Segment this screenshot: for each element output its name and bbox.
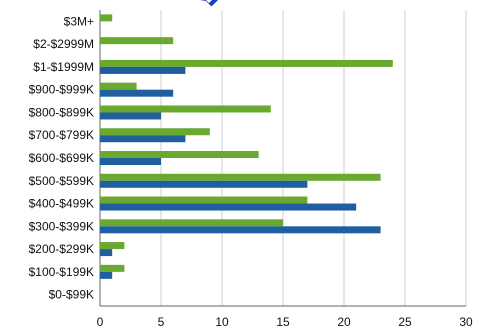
bar-series-1-2: [100, 59, 393, 67]
category-label: $3M+: [64, 14, 94, 28]
x-tick-label: 0: [97, 315, 104, 329]
bar-series-1-1: [100, 37, 174, 45]
category-label: $200-$299K: [29, 242, 94, 256]
x-tick-label: 20: [337, 315, 351, 329]
bar-series-2-8: [100, 203, 357, 211]
bar-series-2-6: [100, 158, 161, 165]
bars: [100, 14, 393, 279]
category-label: $500-$599K: [29, 174, 94, 188]
x-tick-label: 5: [158, 315, 165, 329]
bar-series-1-3: [100, 82, 137, 90]
x-tick-label: 30: [459, 315, 473, 329]
bar-series-1-11: [100, 264, 125, 272]
bar-series-1-6: [100, 151, 259, 158]
bar-series-1-8: [100, 196, 308, 204]
category-label: $300-$399K: [29, 219, 94, 233]
bar-series-1-9: [100, 219, 283, 227]
title-cropped-fragment: [200, 0, 218, 6]
bar-series-2-11: [100, 271, 113, 279]
category-labels: $3M+ $2-$2999M $1-$1999M $900-$999K $800-$89…: [29, 14, 94, 301]
bar-series-2-4: [100, 112, 161, 120]
category-label: $1-$1999M: [33, 60, 94, 74]
x-tick-label: 25: [398, 315, 412, 329]
category-label: $900-$999K: [29, 83, 94, 97]
bar-series-2-5: [100, 135, 186, 143]
x-tick-label: 15: [276, 315, 290, 329]
bar-series-2-10: [100, 249, 113, 257]
category-label: $700-$799K: [29, 128, 94, 142]
category-label: $800-$899K: [29, 105, 94, 119]
x-tick-label: 10: [215, 315, 229, 329]
title-fragment-shape: [200, 0, 218, 6]
category-label: $400-$499K: [29, 197, 94, 211]
bar-series-1-0: [100, 14, 113, 22]
category-label: $100-$199K: [29, 265, 94, 279]
bar-series-1-4: [100, 105, 271, 113]
bar-series-1-10: [100, 242, 125, 250]
bar-series-2-9: [100, 226, 381, 234]
bar-series-1-7: [100, 173, 381, 181]
bar-series-2-7: [100, 180, 308, 188]
bar-series-1-5: [100, 128, 210, 136]
bar-series-2-3: [100, 89, 174, 97]
bar-series-2-2: [100, 66, 186, 74]
category-label: $600-$699K: [29, 151, 94, 165]
x-tick-labels: 0 5 10 15 20 25 30: [97, 315, 473, 329]
category-label: $0-$99K: [49, 288, 94, 302]
category-label: $2-$2999M: [33, 37, 94, 51]
